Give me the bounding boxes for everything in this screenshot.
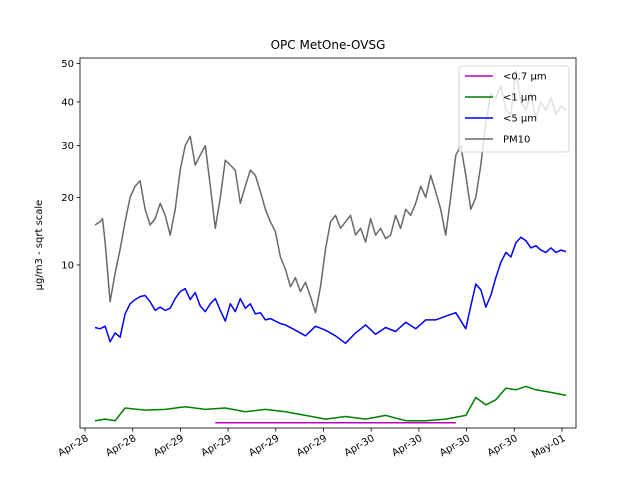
y-tick-label-3: 40 [61, 97, 74, 108]
legend-label-1: <1 µm [503, 93, 537, 104]
y-tick-label-0: 10 [61, 260, 74, 271]
legend-label-3: PM10 [503, 135, 530, 146]
plot-frame [79, 57, 577, 429]
chart-title: OPC MetOne-OVSG [271, 38, 386, 52]
x-tick-label-9: Apr-30 [486, 433, 520, 459]
series-line-1 [94, 385, 567, 422]
y-axis: 10 20 30 40 50 [61, 59, 80, 271]
x-tick-label-3: Apr-29 [200, 433, 234, 459]
legend-label-2: <5 µm [503, 114, 537, 125]
y-axis-label: µg/m3 - sqrt scale [34, 200, 45, 291]
y-tick-label-4: 50 [61, 59, 74, 70]
x-tick-label-4: Apr-29 [247, 433, 281, 459]
x-tick-label-6: Apr-30 [343, 433, 377, 459]
x-tick-label-5: Apr-29 [295, 433, 329, 459]
legend-label-0: <0.7 µm [503, 72, 547, 83]
x-tick-label-8: Apr-30 [438, 433, 472, 459]
x-tick-label-10: May-01 [530, 433, 567, 461]
legend-frame [458, 65, 570, 153]
y-tick-label-2: 30 [61, 141, 74, 152]
x-tick-label-7: Apr-30 [390, 433, 424, 459]
x-tick-label-2: Apr-29 [152, 433, 186, 459]
series-line-2 [94, 236, 567, 345]
x-axis: Apr-28 Apr-28 Apr-29 Apr-29 Apr-29 Apr-29 Apr-… [56, 428, 567, 461]
x-tick-label-0: Apr-28 [56, 433, 90, 459]
y-tick-label-1: 20 [61, 193, 74, 204]
legend: <0.7 µm <1 µm <5 µm PM10 [458, 65, 570, 153]
x-tick-label-1: Apr-28 [104, 433, 138, 459]
